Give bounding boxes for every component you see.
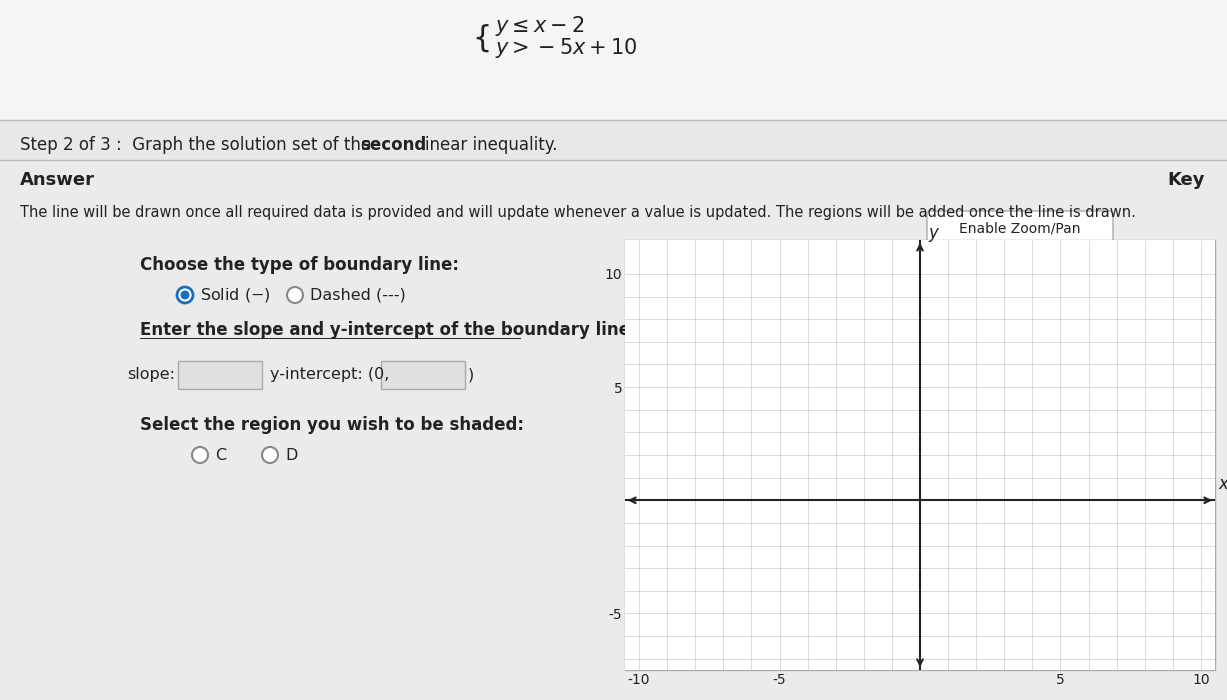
Text: linear inequality.: linear inequality. bbox=[415, 136, 557, 154]
Text: C: C bbox=[215, 447, 226, 463]
Text: $y \leq x - 2$: $y \leq x - 2$ bbox=[494, 14, 584, 38]
Circle shape bbox=[180, 290, 189, 300]
Text: y-intercept: (0,: y-intercept: (0, bbox=[270, 368, 389, 382]
Text: Dashed (---): Dashed (---) bbox=[310, 288, 406, 302]
Text: Choose the type of boundary line:: Choose the type of boundary line: bbox=[140, 256, 459, 274]
Text: The line will be drawn once all required data is provided and will update whenev: The line will be drawn once all required… bbox=[20, 204, 1136, 220]
Text: Enable Zoom/Pan: Enable Zoom/Pan bbox=[960, 221, 1081, 235]
Text: y: y bbox=[929, 224, 939, 242]
FancyBboxPatch shape bbox=[178, 361, 263, 389]
Text: $\{$: $\{$ bbox=[472, 22, 490, 54]
Text: slope:: slope: bbox=[128, 368, 175, 382]
Text: $y > -5x + 10$: $y > -5x + 10$ bbox=[494, 36, 638, 60]
Text: Key: Key bbox=[1168, 171, 1205, 189]
Circle shape bbox=[191, 447, 209, 463]
Text: Step 2 of 3 :  Graph the solution set of the: Step 2 of 3 : Graph the solution set of … bbox=[20, 136, 377, 154]
Circle shape bbox=[287, 287, 303, 303]
Text: Enter the slope and y-intercept of the boundary line:: Enter the slope and y-intercept of the b… bbox=[140, 321, 637, 339]
FancyBboxPatch shape bbox=[928, 211, 1113, 245]
Text: ): ) bbox=[467, 368, 475, 382]
Text: Answer: Answer bbox=[20, 171, 94, 189]
FancyBboxPatch shape bbox=[382, 361, 465, 389]
Text: x: x bbox=[1218, 475, 1227, 493]
Text: Select the region you wish to be shaded:: Select the region you wish to be shaded: bbox=[140, 416, 524, 434]
Text: Solid ($-$): Solid ($-$) bbox=[200, 286, 271, 304]
Circle shape bbox=[177, 287, 193, 303]
FancyBboxPatch shape bbox=[0, 160, 1227, 700]
FancyBboxPatch shape bbox=[625, 240, 1215, 670]
Text: D: D bbox=[285, 447, 297, 463]
Circle shape bbox=[263, 447, 279, 463]
FancyBboxPatch shape bbox=[0, 0, 1227, 120]
Text: second: second bbox=[360, 136, 426, 154]
